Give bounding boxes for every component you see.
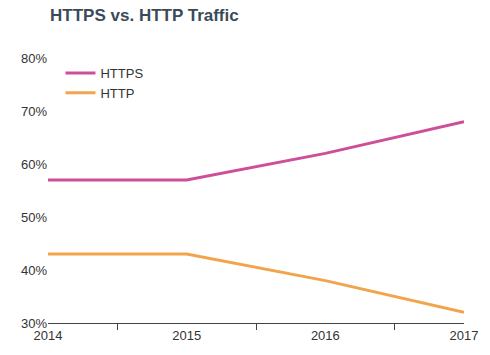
svg-text:70%: 70%: [21, 104, 47, 119]
svg-text:40%: 40%: [21, 263, 47, 278]
svg-text:HTTP: HTTP: [100, 86, 134, 101]
svg-text:2015: 2015: [172, 328, 201, 343]
svg-text:30%: 30%: [21, 316, 47, 331]
svg-text:HTTPS: HTTPS: [100, 66, 143, 81]
svg-text:80%: 80%: [21, 51, 47, 66]
svg-text:2017: 2017: [450, 328, 479, 343]
svg-text:2016: 2016: [311, 328, 340, 343]
svg-text:2014: 2014: [34, 328, 63, 343]
svg-text:50%: 50%: [21, 210, 47, 225]
svg-text:HTTPS vs. HTTP Traffic: HTTPS vs. HTTP Traffic: [50, 6, 239, 25]
svg-text:60%: 60%: [21, 157, 47, 172]
